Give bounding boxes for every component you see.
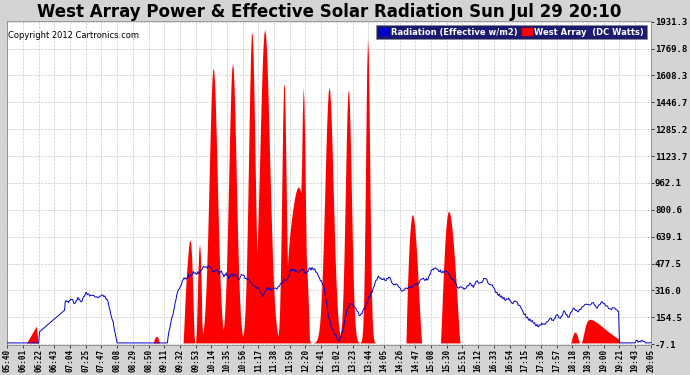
Title: West Array Power & Effective Solar Radiation Sun Jul 29 20:10: West Array Power & Effective Solar Radia…	[37, 3, 621, 21]
Legend: Radiation (Effective w/m2), West Array  (DC Watts): Radiation (Effective w/m2), West Array (…	[376, 25, 647, 39]
Text: Copyright 2012 Cartronics.com: Copyright 2012 Cartronics.com	[8, 31, 139, 40]
